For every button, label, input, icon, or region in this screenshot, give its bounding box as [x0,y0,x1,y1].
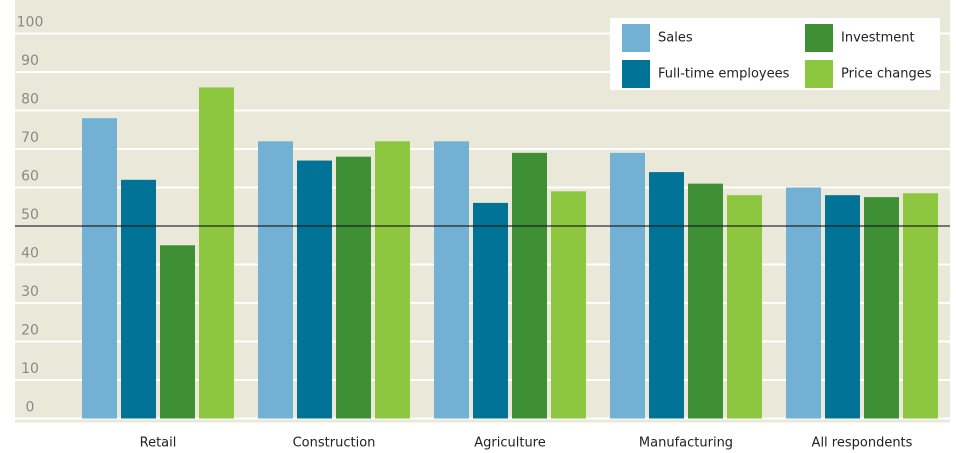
bar [786,187,821,419]
bar [512,152,547,419]
y-tick-label: 20 [21,323,39,339]
x-tick-label: Retail [140,436,177,451]
bar [434,141,469,419]
legend-box [610,18,940,90]
legend-label: Price changes [841,67,932,82]
y-tick-label: 80 [21,92,39,108]
legend-swatch [805,24,833,52]
legend-swatch [622,24,650,52]
bar [160,245,195,419]
y-tick-label: 30 [21,284,39,300]
y-tick-label: 50 [21,207,39,223]
bar [297,160,332,419]
bar [649,172,684,419]
bar [551,191,586,419]
y-tick-label: 90 [21,53,39,69]
legend-swatch [622,60,650,88]
bar [473,202,508,419]
bar [688,183,723,419]
bar [258,141,293,419]
x-tick-label: All respondents [812,436,913,451]
legend-label: Full-time employees [658,67,790,82]
y-tick-label: 70 [21,130,39,146]
legend-label: Investment [841,31,915,46]
y-tick-label: 100 [17,15,44,31]
bar [727,195,762,419]
y-tick-label: 40 [21,246,39,262]
legend-swatch [805,60,833,88]
x-tick-label: Construction [293,436,376,451]
bar [336,156,371,419]
y-tick-label: 0 [26,400,35,416]
x-tick-label: Manufacturing [639,436,733,451]
y-tick-label: 60 [21,169,39,185]
y-tick-label: 10 [21,361,39,377]
bar [903,193,938,419]
x-tick-label: Agriculture [474,436,546,451]
bar [825,195,860,419]
bar [199,87,234,419]
bar [82,118,117,419]
legend-label: Sales [658,31,693,46]
bar [121,179,156,419]
bar [610,152,645,419]
bar [864,197,899,419]
bar [375,141,410,419]
